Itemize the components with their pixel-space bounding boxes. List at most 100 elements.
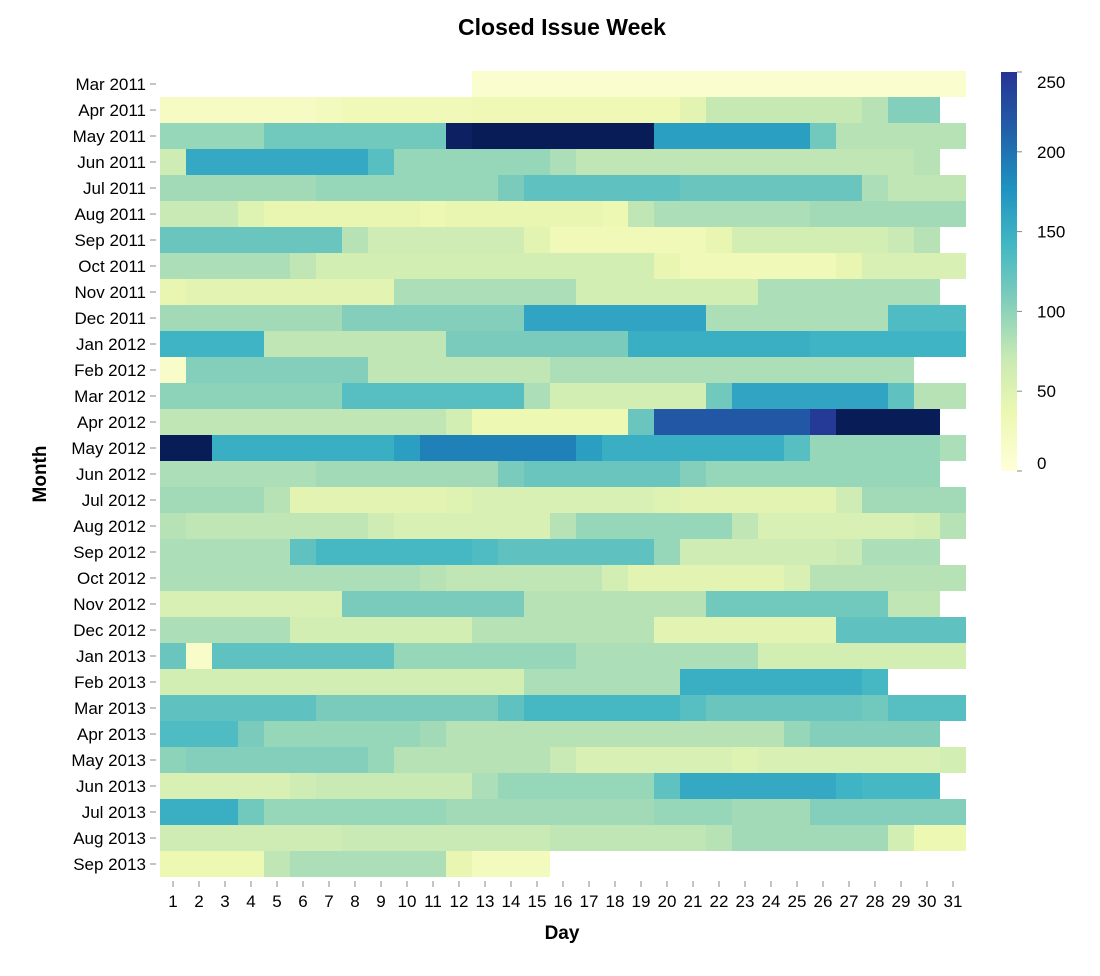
heatmap-cell (836, 123, 862, 149)
heatmap-cell (420, 253, 446, 279)
heatmap-cell (654, 799, 680, 825)
heatmap-cell (862, 305, 888, 331)
heatmap-cell (732, 383, 758, 409)
heatmap-cell (342, 721, 368, 747)
heatmap-cell (706, 539, 732, 565)
heatmap-cell (732, 357, 758, 383)
y-tick-label: Aug 2013 (73, 829, 146, 848)
x-tick-label: 30 (918, 892, 937, 911)
heatmap-cell (264, 279, 290, 305)
heatmap-cell (186, 643, 212, 669)
heatmap-cell (446, 305, 472, 331)
heatmap-cell (446, 487, 472, 513)
heatmap-cell (420, 305, 446, 331)
heatmap-cell (290, 669, 316, 695)
heatmap-cell (862, 97, 888, 123)
heatmap-cell (654, 71, 680, 97)
heatmap-cell (862, 513, 888, 539)
heatmap-cell (810, 279, 836, 305)
heatmap-cell (784, 331, 810, 357)
heatmap-cell (602, 201, 628, 227)
heatmap-cell (914, 227, 940, 253)
heatmap-cell (498, 357, 524, 383)
heatmap-cell (576, 695, 602, 721)
heatmap-cell (212, 357, 238, 383)
heatmap-cell (784, 435, 810, 461)
heatmap-cell (394, 747, 420, 773)
heatmap-cell (550, 747, 576, 773)
heatmap-cell (602, 227, 628, 253)
heatmap-cell (914, 409, 940, 435)
heatmap-cell (264, 721, 290, 747)
heatmap-cell (732, 513, 758, 539)
heatmap-cell (264, 487, 290, 513)
x-tick-label: 26 (814, 892, 833, 911)
heatmap-cell (862, 591, 888, 617)
heatmap-cell (862, 71, 888, 97)
heatmap-cell (238, 513, 264, 539)
heatmap-cell (940, 825, 966, 851)
heatmap-cell (784, 357, 810, 383)
heatmap-cell (706, 71, 732, 97)
heatmap-cell (576, 97, 602, 123)
heatmap-cell (914, 773, 940, 799)
heatmap-cell (420, 331, 446, 357)
heatmap-cell (160, 669, 186, 695)
heatmap-cell (264, 669, 290, 695)
heatmap-cell (290, 461, 316, 487)
heatmap-cell (524, 591, 550, 617)
heatmap-cell (472, 799, 498, 825)
heatmap-cell (394, 851, 420, 877)
heatmap-cell (264, 227, 290, 253)
heatmap-cell (316, 461, 342, 487)
heatmap-cell (238, 721, 264, 747)
heatmap-cell (264, 643, 290, 669)
heatmap-cell (290, 357, 316, 383)
heatmap-cell (472, 747, 498, 773)
heatmap-cell (394, 773, 420, 799)
heatmap-cell (550, 539, 576, 565)
heatmap-cell (160, 747, 186, 773)
heatmap-cell (680, 331, 706, 357)
heatmap-cell (368, 591, 394, 617)
heatmap-cell (706, 253, 732, 279)
heatmap-cell (550, 565, 576, 591)
heatmap-cell (862, 669, 888, 695)
heatmap-cell (472, 773, 498, 799)
heatmap-cell (524, 357, 550, 383)
heatmap-cell (316, 643, 342, 669)
heatmap-cell (472, 253, 498, 279)
heatmap-cell (420, 201, 446, 227)
heatmap-cell (732, 825, 758, 851)
heatmap-cell (706, 123, 732, 149)
heatmap-cell (160, 851, 186, 877)
x-tick-label: 27 (840, 892, 859, 911)
heatmap-cell (836, 721, 862, 747)
y-tick-label: Jun 2012 (76, 465, 146, 484)
heatmap-cell (498, 149, 524, 175)
heatmap-cell (758, 331, 784, 357)
heatmap-cell (524, 565, 550, 591)
heatmap-cell (836, 305, 862, 331)
heatmap-cell (524, 71, 550, 97)
heatmap-cell (784, 799, 810, 825)
heatmap-cell (602, 591, 628, 617)
heatmap-cell (524, 825, 550, 851)
heatmap-cell (914, 695, 940, 721)
heatmap-cell (498, 721, 524, 747)
heatmap-cell (524, 409, 550, 435)
heatmap-cell (628, 617, 654, 643)
heatmap-cell (212, 487, 238, 513)
heatmap-cell (290, 513, 316, 539)
heatmap-cell (758, 695, 784, 721)
heatmap-cell (706, 643, 732, 669)
heatmap-cell (212, 747, 238, 773)
heatmap-cell (654, 695, 680, 721)
color-legend: 0 50 100 150 200 250 (1001, 71, 1065, 473)
heatmap-cell (160, 487, 186, 513)
heatmap-cell (186, 435, 212, 461)
heatmap-cell (368, 201, 394, 227)
x-tick-label: 2 (194, 892, 203, 911)
heatmap-cell (888, 175, 914, 201)
heatmap-cell (628, 435, 654, 461)
